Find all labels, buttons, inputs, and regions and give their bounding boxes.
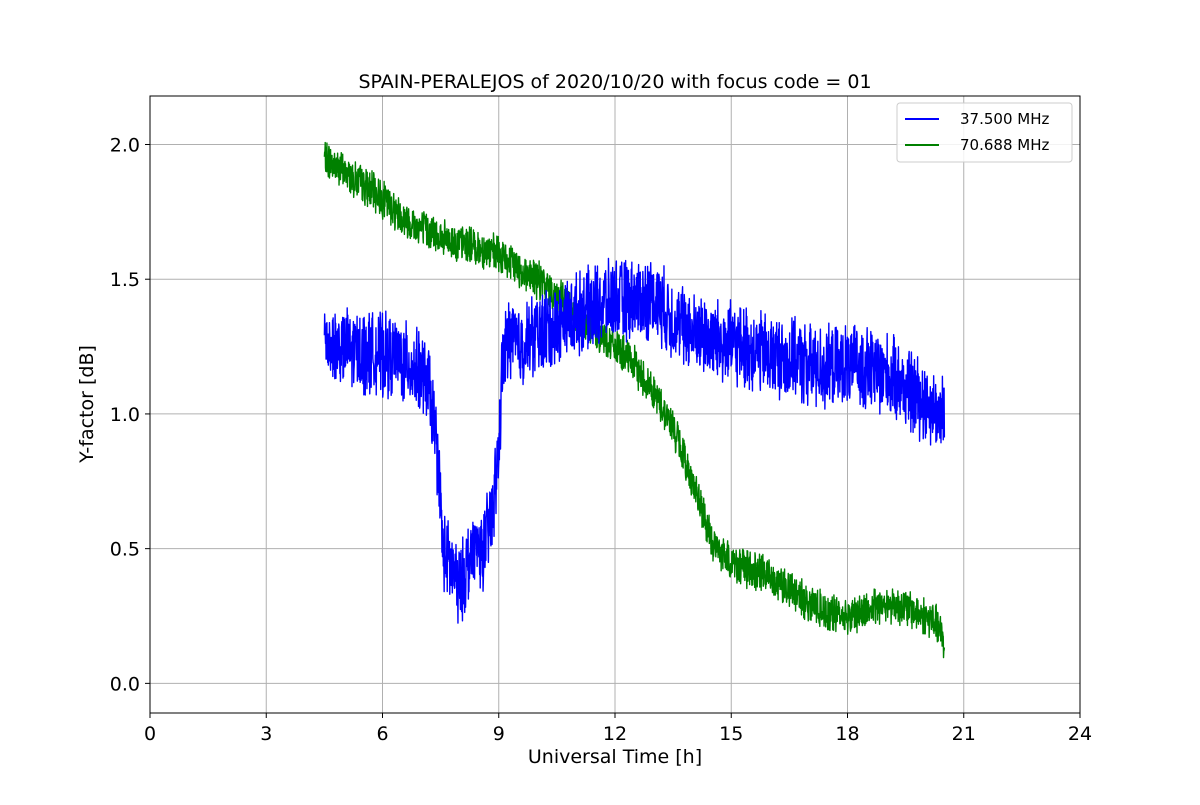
legend-label-37-500-mhz: 37.500 MHz — [960, 110, 1049, 128]
ticks: 0 3 6 9 12 15 18 21 24 0.0 0.5 1.0 1.5 2.0 — [110, 134, 1092, 745]
legend-label-70-688-mhz: 70.688 MHz — [960, 136, 1049, 154]
x-tick-label: 24 — [1068, 723, 1092, 745]
x-tick-label: 21 — [952, 723, 976, 745]
y-tick-label: 1.0 — [110, 404, 140, 426]
x-tick-label: 15 — [719, 723, 743, 745]
legend-box — [896, 102, 1073, 163]
y-tick-label: 0.5 — [110, 539, 140, 561]
x-tick-label: 12 — [603, 723, 627, 745]
x-tick-label: 3 — [260, 723, 272, 745]
y-tick-label: 2.0 — [110, 134, 140, 156]
series-line-70-688-mhz — [323, 141, 946, 659]
x-axis-label: Universal Time [h] — [528, 746, 702, 768]
series-layer — [323, 141, 946, 659]
x-tick-label: 9 — [493, 723, 505, 745]
y-tick-label: 0.0 — [110, 673, 140, 695]
y-tick-label: 1.5 — [110, 269, 140, 291]
chart-title: SPAIN-PERALEJOS of 2020/10/20 with focus… — [358, 71, 871, 93]
x-tick-label: 0 — [144, 723, 156, 745]
x-tick-label: 18 — [835, 723, 859, 745]
series-line-37-500-mhz — [323, 257, 946, 624]
x-tick-label: 6 — [376, 723, 388, 745]
y-axis-label: Y-factor [dB] — [76, 345, 98, 464]
legend: 37.500 MHz 70.688 MHz — [896, 102, 1073, 163]
